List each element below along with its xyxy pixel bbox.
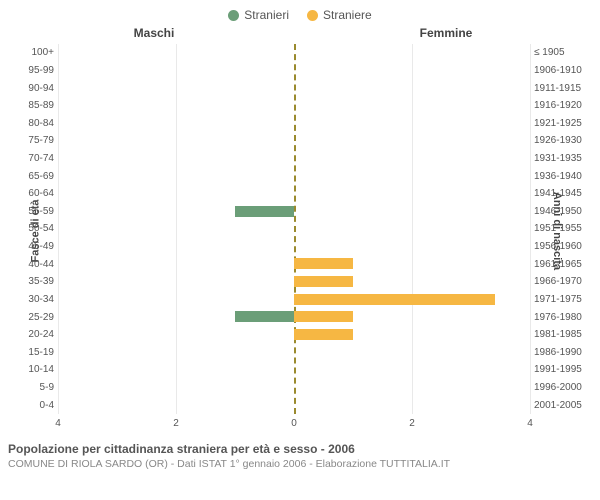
age-row: 10-141991-1995	[58, 361, 530, 379]
age-label: 15-19	[14, 347, 54, 358]
birth-label: ≤ 1905	[534, 47, 588, 58]
birth-label: 1966-1970	[534, 276, 588, 287]
gridline	[530, 44, 531, 414]
age-row: 45-491956-1960	[58, 238, 530, 256]
birth-label: 1921-1925	[534, 118, 588, 129]
age-label: 80-84	[14, 118, 54, 129]
age-row: 20-241981-1985	[58, 326, 530, 344]
plot-area: 100+≤ 190595-991906-191090-941911-191585…	[58, 44, 530, 414]
age-row: 30-341971-1975	[58, 291, 530, 309]
subcaption: COMUNE DI RIOLA SARDO (OR) - Dati ISTAT …	[8, 458, 592, 470]
birth-label: 1931-1935	[534, 153, 588, 164]
x-axis: 4 2 0 2 4	[58, 414, 530, 434]
caption: Popolazione per cittadinanza straniera p…	[8, 442, 592, 456]
age-row: 80-841921-1925	[58, 114, 530, 132]
birth-label: 1926-1930	[534, 135, 588, 146]
birth-label: 1916-1920	[534, 100, 588, 111]
age-row: 70-741931-1935	[58, 150, 530, 168]
age-label: 60-64	[14, 188, 54, 199]
birth-label: 1976-1980	[534, 312, 588, 323]
birth-label: 1906-1910	[534, 65, 588, 76]
age-label: 65-69	[14, 171, 54, 182]
panel-title-right: Femmine	[300, 26, 592, 40]
age-row: 40-441961-1965	[58, 255, 530, 273]
x-tick: 2	[173, 418, 179, 429]
age-row: 5-91996-2000	[58, 379, 530, 397]
bar-male	[235, 206, 294, 217]
age-label: 40-44	[14, 259, 54, 270]
age-label: 0-4	[14, 400, 54, 411]
age-row: 35-391966-1970	[58, 273, 530, 291]
age-label: 35-39	[14, 276, 54, 287]
birth-label: 1971-1975	[534, 294, 588, 305]
age-row: 85-891916-1920	[58, 97, 530, 115]
bar-female	[294, 258, 353, 269]
age-row: 55-591946-1950	[58, 203, 530, 221]
birth-label: 1946-1950	[534, 206, 588, 217]
bar-female	[294, 276, 353, 287]
age-label: 70-74	[14, 153, 54, 164]
panel-titles: Maschi Femmine	[8, 26, 592, 40]
bar-male	[235, 311, 294, 322]
age-row: 100+≤ 1905	[58, 44, 530, 62]
age-row: 60-641941-1945	[58, 185, 530, 203]
x-tick: 0	[291, 418, 297, 429]
age-row: 95-991906-1910	[58, 62, 530, 80]
age-label: 25-29	[14, 312, 54, 323]
birth-label: 1941-1945	[534, 188, 588, 199]
birth-label: 1991-1995	[534, 364, 588, 375]
age-label: 55-59	[14, 206, 54, 217]
bar-female	[294, 329, 353, 340]
legend-swatch-female	[307, 10, 318, 21]
chart: Maschi Femmine Fasce di età Anni di nasc…	[8, 26, 592, 436]
age-label: 85-89	[14, 100, 54, 111]
age-label: 90-94	[14, 83, 54, 94]
age-row: 75-791926-1930	[58, 132, 530, 150]
age-row: 90-941911-1915	[58, 79, 530, 97]
age-label: 20-24	[14, 329, 54, 340]
age-row: 0-42001-2005	[58, 396, 530, 414]
birth-label: 1996-2000	[534, 382, 588, 393]
legend-label-male: Stranieri	[244, 8, 289, 22]
age-label: 10-14	[14, 364, 54, 375]
bar-female	[294, 294, 495, 305]
x-tick: 4	[55, 418, 61, 429]
x-tick: 4	[527, 418, 533, 429]
birth-label: 1951-1955	[534, 223, 588, 234]
legend-swatch-male	[228, 10, 239, 21]
legend: Stranieri Straniere	[8, 8, 592, 22]
birth-label: 1986-1990	[534, 347, 588, 358]
birth-label: 1936-1940	[534, 171, 588, 182]
x-tick: 2	[409, 418, 415, 429]
age-label: 30-34	[14, 294, 54, 305]
age-label: 75-79	[14, 135, 54, 146]
legend-item-female: Straniere	[307, 8, 372, 22]
age-label: 95-99	[14, 65, 54, 76]
age-row: 25-291976-1980	[58, 308, 530, 326]
age-row: 50-541951-1955	[58, 220, 530, 238]
panel-title-left: Maschi	[8, 26, 300, 40]
birth-label: 2001-2005	[534, 400, 588, 411]
legend-label-female: Straniere	[323, 8, 372, 22]
age-label: 50-54	[14, 223, 54, 234]
birth-label: 1981-1985	[534, 329, 588, 340]
birth-label: 1911-1915	[534, 83, 588, 94]
age-row: 65-691936-1940	[58, 167, 530, 185]
birth-label: 1956-1960	[534, 241, 588, 252]
age-row: 15-191986-1990	[58, 344, 530, 362]
legend-item-male: Stranieri	[228, 8, 289, 22]
age-label: 45-49	[14, 241, 54, 252]
birth-label: 1961-1965	[534, 259, 588, 270]
age-label: 5-9	[14, 382, 54, 393]
age-label: 100+	[14, 47, 54, 58]
bar-female	[294, 311, 353, 322]
